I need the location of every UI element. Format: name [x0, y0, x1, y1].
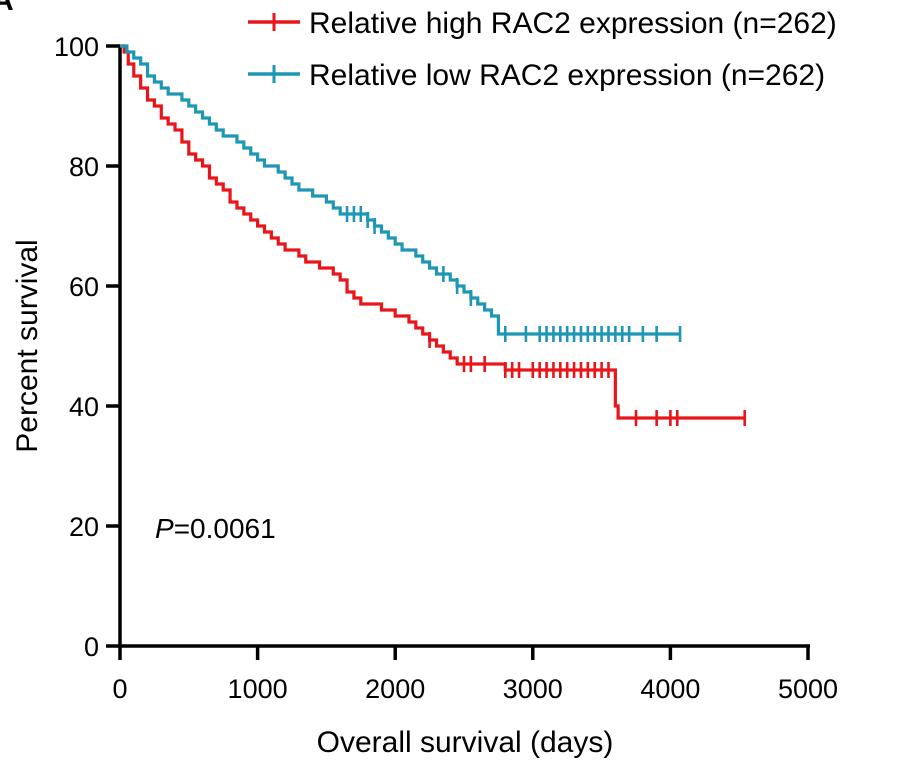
legend-label-0: Relative high RAC2 expression (n=262) [309, 7, 837, 40]
x-axis-title: Overall survival (days) [317, 726, 614, 759]
y-ticks: 0 20 40 60 80 100 [54, 32, 120, 662]
series-1 [120, 44, 682, 342]
axes: 0 1000 2000 3000 4000 5000 0 20 40 60 80 100 [54, 32, 838, 704]
y-tick-label-1: 20 [69, 512, 99, 542]
y-axis-title: Percent survival [11, 239, 44, 452]
x-tick-label-2: 2000 [365, 674, 425, 704]
x-tick-label-5: 5000 [778, 674, 838, 704]
p-value-annotation: P=0.0061 [155, 513, 276, 544]
series-layer [120, 44, 747, 426]
legend: Relative high RAC2 expression (n=262) Rel… [248, 7, 837, 92]
p-value-prefix: P [155, 513, 174, 544]
x-tick-label-1: 1000 [228, 674, 288, 704]
x-tick-label-0: 0 [112, 674, 127, 704]
y-tick-label-2: 40 [69, 392, 99, 422]
p-value: =0.0061 [174, 513, 276, 544]
y-tick-label-5: 100 [54, 32, 99, 62]
series-0 [120, 44, 747, 426]
series-line-0 [120, 44, 745, 420]
panel-label: A [0, 0, 14, 17]
y-tick-label-0: 0 [84, 632, 99, 662]
x-ticks: 0 1000 2000 3000 4000 5000 [112, 646, 838, 704]
x-tick-label-4: 4000 [640, 674, 700, 704]
y-tick-label-4: 80 [69, 152, 99, 182]
legend-label-1: Relative low RAC2 expression (n=262) [309, 59, 825, 92]
y-tick-label-3: 60 [69, 272, 99, 302]
x-tick-label-3: 3000 [503, 674, 563, 704]
